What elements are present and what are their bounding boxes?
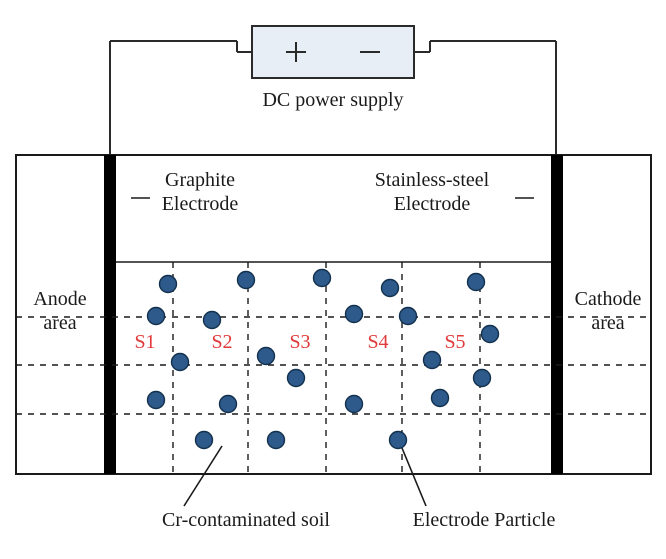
electrode-particle [432,390,449,407]
electrode-particle [148,308,165,325]
cathode-area-label: Cathode [575,288,642,310]
electrode-particle [482,326,499,343]
power-supply-box [252,26,414,78]
electrode-particle [204,312,221,329]
section-label: S2 [211,331,232,353]
electrode-particle [160,276,177,293]
anode-area-label2: area [43,312,76,334]
stainless-electrode-label: Electrode [394,193,471,215]
cr-soil-label: Cr-contaminated soil [162,509,330,531]
electrode-particle [346,396,363,413]
electrode-particle [268,432,285,449]
electrode-particle [382,280,399,297]
power-supply-label: DC power supply [262,89,403,111]
diagram-canvas: DC power supplyS1S2S3S4S5GraphiteElectro… [0,0,666,559]
electrode-particle [288,370,305,387]
electrode-particle [238,272,255,289]
particle-label: Electrode Particle [413,509,556,531]
electrode-particle [314,270,331,287]
cathode-area-label2: area [591,312,624,334]
section-label: S5 [444,331,465,353]
section-label: S1 [134,331,155,353]
electrode-particle [346,306,363,323]
electrode-particle [196,432,213,449]
electrode-particle [400,308,417,325]
cathode-electrode [551,155,563,474]
anode-area-label: Anode [33,288,86,310]
section-label: S3 [289,331,310,353]
electrode-particle [474,370,491,387]
electrode-particle [172,354,189,371]
electrode-particle [258,348,275,365]
electrode-particle [390,432,407,449]
canvas-bg [0,0,666,559]
graphite-label: Graphite [165,169,235,191]
graphite-electrode-label: Electrode [162,193,239,215]
electrode-particle [220,396,237,413]
electrode-particle [468,274,485,291]
anode-electrode [104,155,116,474]
section-label: S4 [367,331,388,353]
electrode-particle [424,352,441,369]
electrode-particle [148,392,165,409]
stainless-label: Stainless-steel [375,169,490,191]
